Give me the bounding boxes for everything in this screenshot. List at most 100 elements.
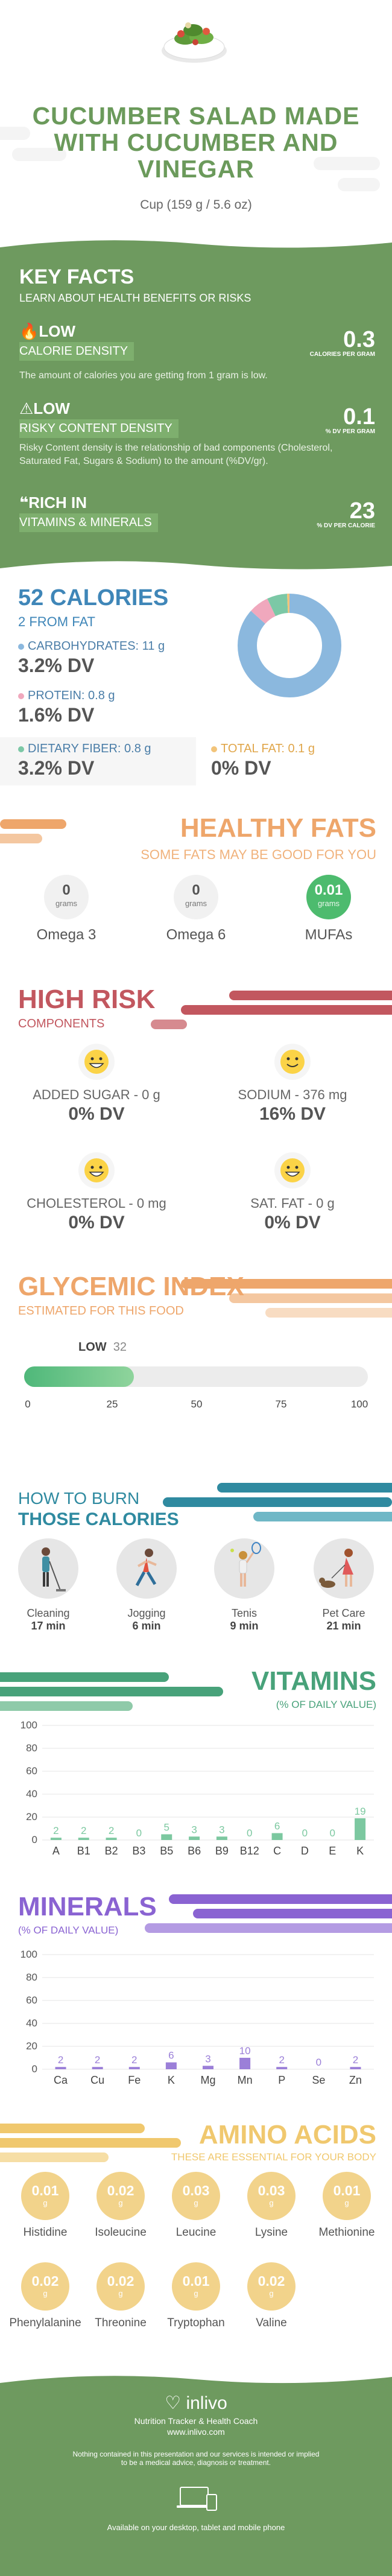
- glycemic-title: GLYCEMIC INDEX: [18, 1272, 244, 1301]
- amino-value: 0.02: [107, 2273, 134, 2289]
- x-tick-label: K: [356, 1845, 364, 1857]
- bar-K: [165, 2062, 177, 2069]
- salad-bowl-icon: [162, 22, 227, 63]
- smile-face-icon: [274, 1044, 311, 1080]
- healthy-fats-list: 0 grams Omega 3 0 grams Omega 6 0.01 grams …: [0, 875, 392, 971]
- calories-section: 52 CALORIES 2 FROM FAT CARBOHYDRATES: 11…: [0, 573, 392, 796]
- amino-label: Isoleucine: [95, 2226, 147, 2239]
- brand-name: inlivo: [186, 2393, 227, 2413]
- bar-K: [355, 1818, 366, 1840]
- tennis-person-icon: [214, 1538, 274, 1599]
- footer: ♡ inlivo Nutrition Tracker & Health Coac…: [0, 2371, 392, 2576]
- x-tick-label: B6: [188, 1845, 201, 1857]
- bar-B5: [161, 1834, 172, 1840]
- key-fact-value: 23: [349, 498, 375, 524]
- y-tick-label: 80: [26, 1972, 37, 1983]
- y-tick-label: 0: [32, 1834, 37, 1845]
- fat-label: MUFAs: [305, 927, 353, 943]
- amino-unit: g: [344, 2198, 349, 2207]
- y-tick-label: 60: [26, 1765, 37, 1777]
- nutrient-dv: 1.6% DV: [18, 704, 95, 726]
- glycemic-tick: 0: [25, 1398, 31, 1410]
- bar-value-label: 2: [279, 2054, 284, 2066]
- burn-activities: Cleaning 17 min Jogging 6 min Tenis 9 mi…: [0, 1538, 392, 1659]
- amino-unit: g: [118, 2289, 123, 2298]
- brand-logo[interactable]: ♡ inlivo: [0, 2393, 392, 2414]
- nutrient-dv: 0% DV: [211, 757, 271, 779]
- glycemic-fill: [24, 1366, 134, 1387]
- glycemic-index-bar: LOW 32 0 25 50 75 100: [0, 1327, 392, 1472]
- activity-cleaning: Cleaning 17 min: [9, 1538, 87, 1632]
- bar-value-label: 2: [353, 2054, 358, 2066]
- amino-value: 0.02: [258, 2273, 285, 2289]
- jogging-person-icon: [116, 1538, 177, 1599]
- calories-donut-chart: [238, 594, 341, 697]
- x-tick-label: Mg: [200, 2074, 215, 2086]
- page-title: CUCUMBER SALAD MADE WITH CUCUMBER AND VI…: [32, 102, 360, 183]
- bar-value-label: 3: [219, 1824, 224, 1835]
- minerals-bar-chart: 0 20 40 60 80 100 2 Ca 2 Cu 2 Fe 6 K 3 Mg 10 Mn 2 P 0 Se 2 Zn: [21, 1949, 374, 2086]
- key-fact-risky-density: ⚠LOW RISKY CONTENT DENSITY Risky Content…: [19, 399, 375, 468]
- burn-title-line2: THOSE CALORIES: [18, 1509, 179, 1529]
- high-risk-header: HIGH RISK COMPONENTS: [0, 971, 392, 1044]
- amino-acids-header: AMINO ACIDS THESE ARE ESSENTIAL FOR YOUR…: [0, 2111, 392, 2172]
- bar-value-label: 19: [355, 1806, 366, 1817]
- activity-time: 9 min: [230, 1620, 259, 1632]
- y-tick-label: 100: [21, 1949, 37, 1960]
- fat-mufas: 0.01 grams MUFAs: [280, 875, 377, 944]
- legend-dot: [18, 693, 24, 699]
- healthy-fats-subtitle: SOME FATS MAY BE GOOD FOR YOU: [141, 847, 376, 862]
- glycemic-header: GLYCEMIC INDEX ESTIMATED FOR THIS FOOD: [0, 1261, 392, 1327]
- bar-value-label: 10: [239, 2045, 251, 2057]
- y-tick-label: 80: [26, 1742, 37, 1754]
- key-fact-value: 0.3: [343, 327, 375, 352]
- amino-methionine: 0.01 g Methionine: [308, 2172, 386, 2239]
- pill-icon: ❝: [19, 493, 29, 512]
- amino-phenylalanine: 0.02 g Phenylalanine: [6, 2262, 84, 2330]
- high-risk-subtitle: COMPONENTS: [18, 1017, 105, 1030]
- nutrient-label: CARBOHYDRATES: 11 g: [28, 639, 165, 653]
- vitamins-chart: 0 20 40 60 80 100 2 A 2 B1 2 B2 0 B3 5 B5 3 B6 3 B9 0 B12 6 C 0 D…: [0, 1719, 392, 1882]
- x-tick-label: Cu: [90, 2074, 104, 2086]
- activity-time: 6 min: [132, 1620, 161, 1632]
- grin-face-icon: [274, 1152, 311, 1188]
- y-tick-label: 20: [26, 1811, 37, 1823]
- x-tick-label: Fe: [128, 2074, 141, 2086]
- bar-B6: [189, 1836, 200, 1840]
- bar-C: [271, 1833, 283, 1840]
- bar-Mg: [203, 2066, 213, 2069]
- bar-value-label: 2: [81, 1825, 86, 1836]
- bar-value-label: 0: [330, 1827, 335, 1839]
- disclaimer-line2: to be a medical advice, diagnosis or tre…: [121, 2458, 271, 2467]
- amino-value: 0.03: [258, 2183, 285, 2198]
- bar-value-label: 2: [95, 2054, 100, 2066]
- fat-omega-6: 0 grams Omega 6: [148, 875, 244, 944]
- nutrient-fiber: DIETARY FIBER: 0.8 g 3.2% DV: [18, 742, 151, 779]
- activity-tennis: Tenis 9 min: [205, 1538, 283, 1632]
- legend-dot: [18, 644, 24, 650]
- grin-face-icon: [78, 1044, 115, 1080]
- hero-section: CUCUMBER SALAD MADE WITH CUCUMBER AND VI…: [0, 0, 392, 229]
- serving-size: Cup (159 g / 5.6 oz): [140, 198, 252, 212]
- activity-time: 17 min: [31, 1620, 66, 1632]
- bar-value-label: 0: [247, 1827, 252, 1839]
- grin-face-icon: [78, 1152, 115, 1188]
- amino-label: Phenylalanine: [9, 2317, 81, 2329]
- bar-value-label: 2: [131, 2054, 137, 2066]
- key-facts-title: KEY FACTS: [19, 265, 134, 288]
- y-tick-label: 60: [26, 1994, 37, 2006]
- bar-value-label: 0: [302, 1827, 308, 1839]
- nutrient-carbohydrates: CARBOHYDRATES: 11 g 3.2% DV: [18, 639, 165, 677]
- flame-icon: 🔥: [19, 322, 39, 340]
- glycemic-tick: 100: [350, 1398, 368, 1410]
- amino-unit: g: [43, 2289, 48, 2298]
- brand-url[interactable]: www.inlivo.com: [167, 2427, 225, 2437]
- burn-title-line1: HOW TO BURN: [18, 1489, 140, 1508]
- x-tick-label: A: [52, 1845, 60, 1857]
- nutrient-label: DIETARY FIBER: 0.8 g: [28, 742, 151, 755]
- amino-unit: g: [269, 2198, 274, 2207]
- amino-acids-list: 0.01 g Histidine 0.02 g Isoleucine 0.03 g Leuc…: [0, 2172, 392, 2371]
- minerals-subtitle: (% OF DAILY VALUE): [18, 1924, 119, 1936]
- bar-A: [50, 1838, 62, 1840]
